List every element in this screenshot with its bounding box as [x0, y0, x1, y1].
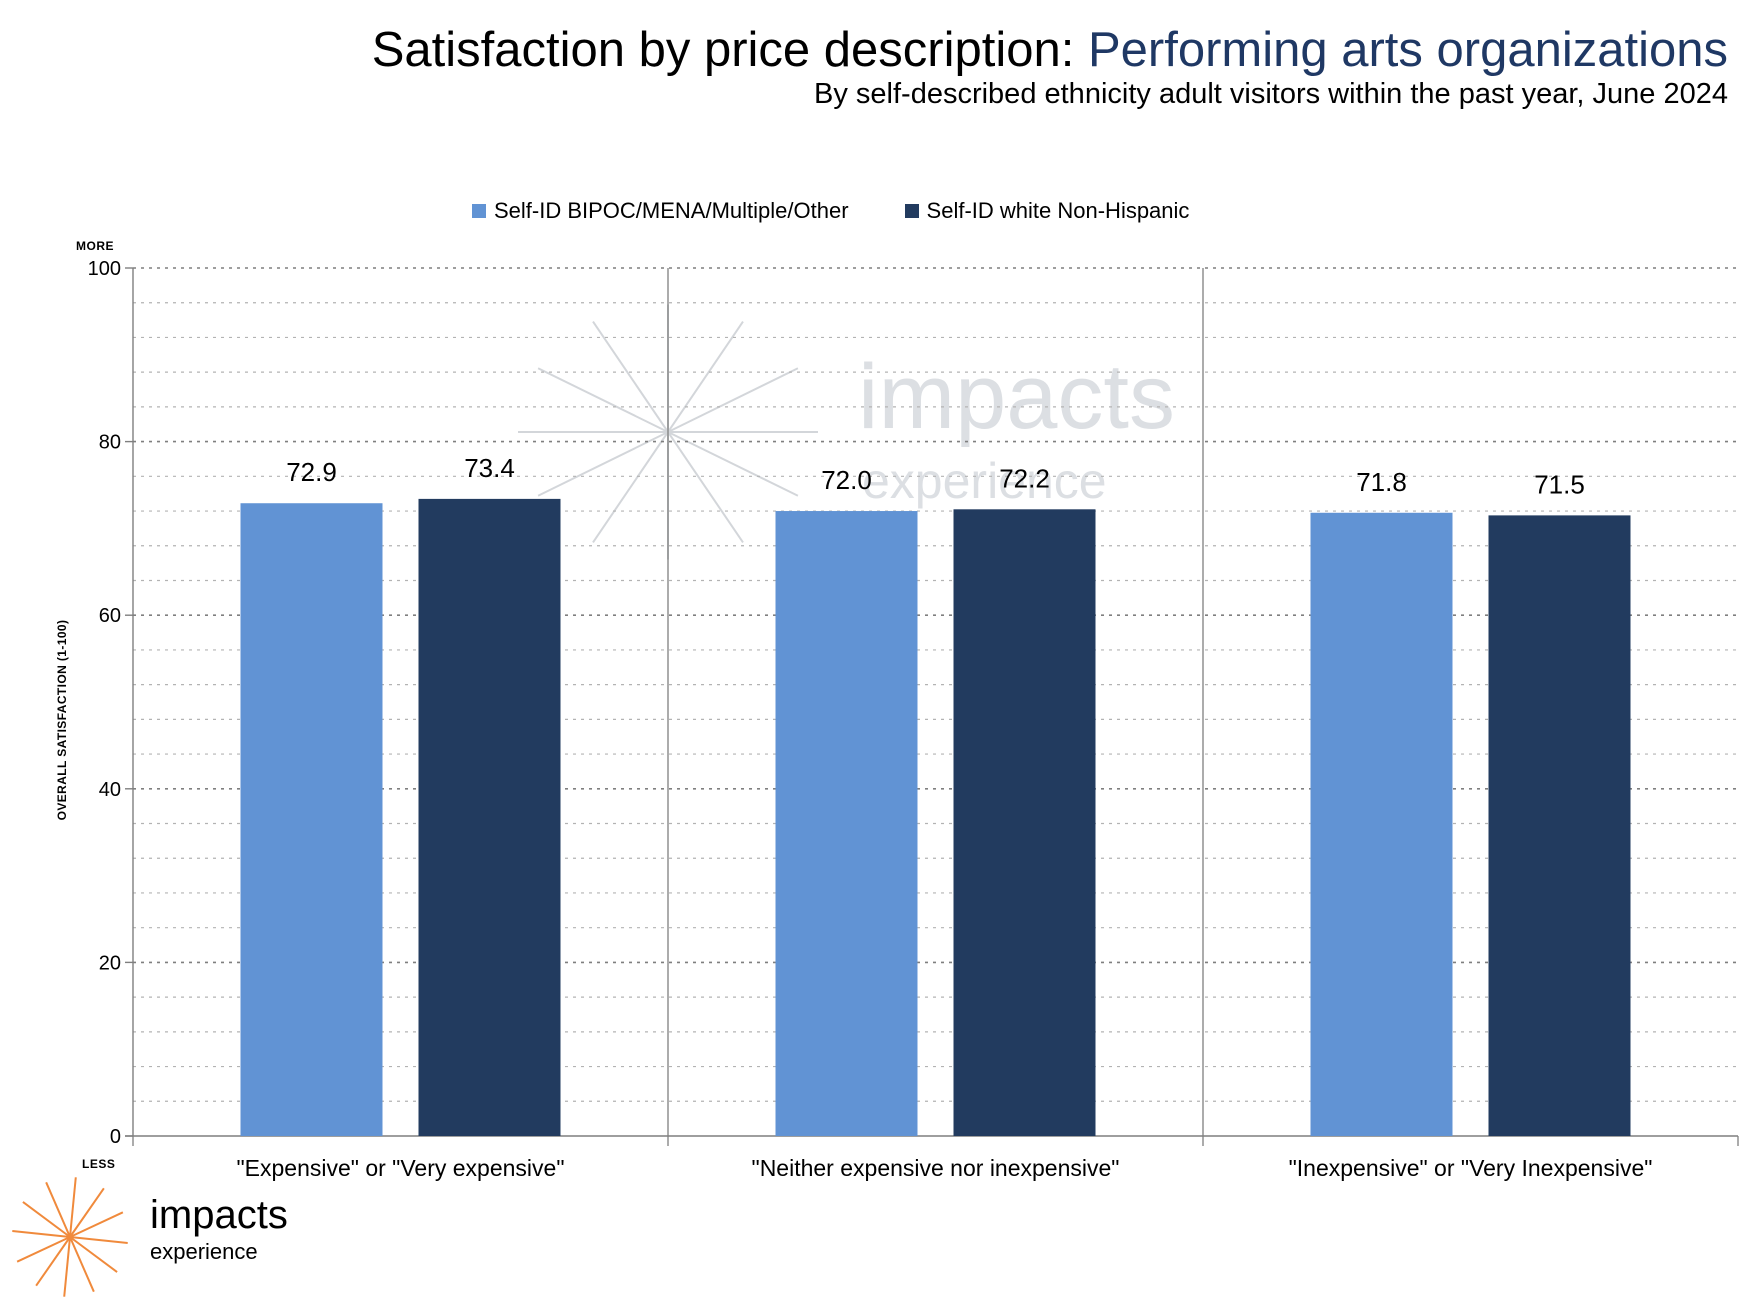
legend: Self-ID BIPOC/MENA/Multiple/Other Self-I… — [472, 198, 1245, 224]
logo-ray — [22, 1201, 71, 1238]
bar-series-2 — [418, 498, 561, 1136]
logo: impacts experience — [150, 1195, 288, 1265]
y-tick-label: 20 — [99, 952, 121, 974]
logo-ray — [63, 1236, 71, 1297]
y-tick-label: 100 — [88, 258, 121, 280]
bar-value-label: 71.5 — [1534, 469, 1585, 499]
logo-ray — [35, 1236, 71, 1287]
logo-ray — [69, 1236, 118, 1273]
logo-main-text: impacts — [150, 1193, 288, 1237]
logo-ray — [69, 1177, 77, 1238]
bar-value-label: 71.8 — [1356, 467, 1407, 497]
chart-title-prefix: Satisfaction by price description: — [371, 23, 1088, 77]
bar-value-label: 72.0 — [821, 465, 872, 495]
watermark-sub-text: experience — [862, 453, 1107, 509]
axis-more-label: MORE — [76, 239, 114, 253]
chart-title: Satisfaction by price description: Perfo… — [372, 22, 1728, 78]
y-tick-label: 60 — [99, 605, 121, 627]
category-label: "Neither expensive nor inexpensive" — [752, 1155, 1120, 1181]
bar-series-1 — [1310, 512, 1453, 1136]
bar-value-label: 73.4 — [464, 453, 515, 483]
bar-series-1 — [775, 511, 918, 1136]
bar-value-label: 72.2 — [999, 463, 1050, 493]
category-label: "Expensive" or "Very expensive" — [237, 1155, 565, 1181]
bar-series-1 — [240, 503, 383, 1136]
chart-subtitle: By self-described ethnicity adult visito… — [814, 78, 1728, 110]
logo-ray — [69, 1187, 105, 1238]
axis-less-label: LESS — [82, 1157, 116, 1171]
logo-ray — [16, 1236, 71, 1263]
logo-ray — [69, 1236, 128, 1244]
logo-ray — [69, 1236, 95, 1293]
y-tick-label: 40 — [99, 779, 121, 801]
bar-value-label: 72.9 — [286, 457, 337, 487]
legend-item-series-1: Self-ID BIPOC/MENA/Multiple/Other — [472, 198, 849, 224]
legend-swatch-series-1 — [472, 204, 486, 218]
legend-label-series-1: Self-ID BIPOC/MENA/Multiple/Other — [494, 198, 849, 223]
y-tick-label: 80 — [99, 432, 121, 454]
bar-series-2 — [953, 509, 1096, 1137]
y-tick-label: 0 — [110, 1126, 121, 1148]
legend-label-series-2: Self-ID white Non-Hispanic — [926, 198, 1190, 223]
bar-series-2 — [1488, 515, 1631, 1136]
logo-ray — [45, 1181, 71, 1238]
impacts-logo-burst-icon — [12, 1177, 128, 1297]
logo-ray — [12, 1230, 71, 1238]
chart-title-accent: Performing arts organizations — [1087, 23, 1728, 77]
legend-item-series-2: Self-ID white Non-Hispanic — [904, 198, 1190, 224]
category-label: "Inexpensive" or "Very Inexpensive" — [1289, 1155, 1653, 1181]
logo-ray — [69, 1211, 124, 1238]
watermark-main-text: impacts — [858, 346, 1175, 448]
legend-swatch-series-2 — [904, 204, 919, 218]
logo-sub-text: experience — [150, 1239, 258, 1264]
